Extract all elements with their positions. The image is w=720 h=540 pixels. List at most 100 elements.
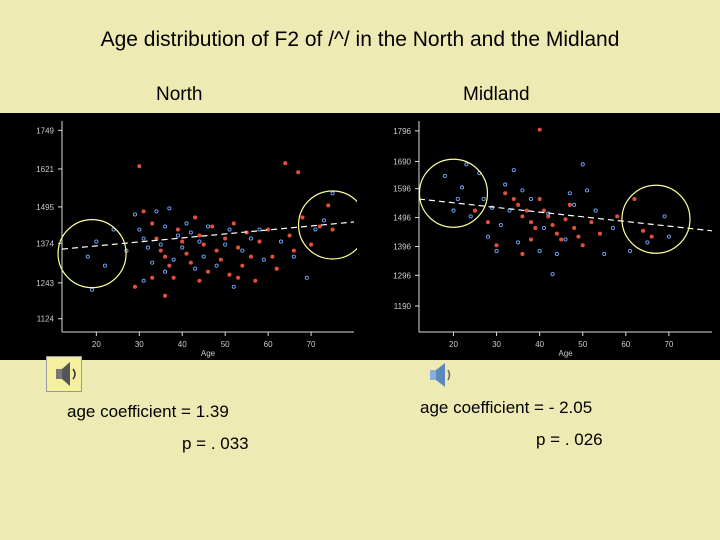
data-point: [628, 249, 633, 254]
data-point: [154, 236, 159, 241]
x-tick-label: 30: [135, 340, 144, 349]
data-point: [330, 191, 335, 196]
x-tick-label: 70: [664, 340, 673, 349]
x-tick-label: 50: [221, 340, 230, 349]
data-point: [580, 162, 585, 167]
data-point: [94, 239, 99, 244]
data-point: [503, 182, 508, 187]
data-point: [231, 284, 236, 289]
data-point: [137, 164, 142, 169]
data-point: [597, 231, 603, 236]
data-point: [180, 245, 185, 250]
data-point: [541, 208, 547, 213]
data-point: [132, 212, 138, 217]
data-point: [632, 196, 637, 202]
data-point: [141, 236, 146, 241]
x-tick-label: 60: [264, 340, 273, 349]
data-point: [485, 234, 490, 239]
data-point: [615, 214, 620, 219]
data-point: [559, 237, 564, 242]
data-point: [193, 215, 198, 220]
data-point: [163, 293, 168, 298]
data-point: [472, 208, 478, 213]
data-point: [171, 257, 176, 262]
data-point: [494, 249, 499, 254]
data-point: [291, 254, 296, 259]
data-point: [227, 272, 232, 277]
data-point: [158, 248, 163, 253]
data-point: [218, 257, 223, 262]
data-point: [197, 239, 202, 244]
data-point: [516, 202, 521, 207]
x-tick-label: 20: [92, 340, 101, 349]
data-point: [593, 208, 598, 213]
data-point: [460, 185, 465, 190]
data-point: [158, 242, 163, 247]
data-point: [464, 162, 469, 167]
data-point: [468, 214, 473, 219]
data-point: [537, 127, 542, 132]
data-point: [205, 224, 211, 229]
data-point: [184, 221, 189, 226]
data-point: [197, 233, 202, 238]
data-point: [278, 239, 284, 244]
data-point: [537, 196, 542, 202]
data-point: [572, 202, 577, 207]
data-point: [141, 278, 146, 283]
data-point: [253, 278, 258, 283]
data-point: [227, 227, 232, 232]
y-tick-label: 1596: [393, 185, 411, 194]
data-point: [533, 225, 538, 230]
data-point: [132, 284, 138, 289]
y-tick-label: 1243: [36, 279, 54, 288]
data-point: [248, 254, 253, 259]
data-point: [163, 224, 168, 229]
y-tick-label: 1396: [393, 242, 411, 251]
data-point: [231, 221, 236, 226]
data-point: [210, 224, 215, 229]
data-point: [481, 196, 486, 202]
data-point: [274, 266, 279, 271]
x-tick-label: 60: [621, 340, 630, 349]
speaker-icon[interactable]: [46, 356, 82, 392]
highlight-circle: [57, 219, 127, 289]
midland-p-value: p = . 026: [536, 430, 603, 449]
data-point: [537, 249, 542, 254]
data-point: [304, 275, 309, 280]
data-point: [150, 221, 155, 226]
highlight-circle: [418, 158, 489, 228]
x-tick-label: 70: [307, 340, 316, 349]
data-point: [550, 272, 555, 277]
y-tick-label: 1374: [36, 239, 54, 248]
midland-coefficient: age coefficient = - 2.05: [420, 398, 593, 417]
y-tick-label: 1749: [36, 126, 54, 135]
y-tick-label: 1621: [36, 165, 54, 174]
north-plot-svg: 1124 1243 1374 1495 1621 1749 20 30 40 50 60 70 Age: [36, 121, 362, 358]
data-point: [317, 224, 322, 229]
data-point: [90, 287, 95, 292]
data-point: [201, 242, 206, 247]
data-point: [145, 245, 150, 250]
data-point: [197, 278, 202, 283]
data-point: [175, 233, 180, 238]
data-point: [520, 251, 525, 257]
north-coefficient: age coefficient = 1.39: [67, 402, 229, 421]
data-point: [296, 170, 301, 175]
data-point: [572, 225, 577, 230]
speaker-icon[interactable]: [424, 360, 454, 390]
data-point: [330, 227, 335, 232]
data-point: [236, 245, 241, 250]
y-tick-label: 1690: [393, 157, 411, 166]
data-point: [85, 254, 90, 259]
data-point: [223, 236, 228, 241]
data-point: [649, 234, 654, 239]
data-point: [257, 239, 262, 244]
data-point: [511, 168, 516, 173]
data-point: [567, 202, 572, 207]
data-point: [167, 206, 172, 211]
data-point: [223, 242, 228, 247]
trend-line: [418, 198, 713, 232]
data-point: [589, 220, 594, 225]
x-tick-label: 40: [178, 340, 187, 349]
data-point: [584, 188, 590, 193]
